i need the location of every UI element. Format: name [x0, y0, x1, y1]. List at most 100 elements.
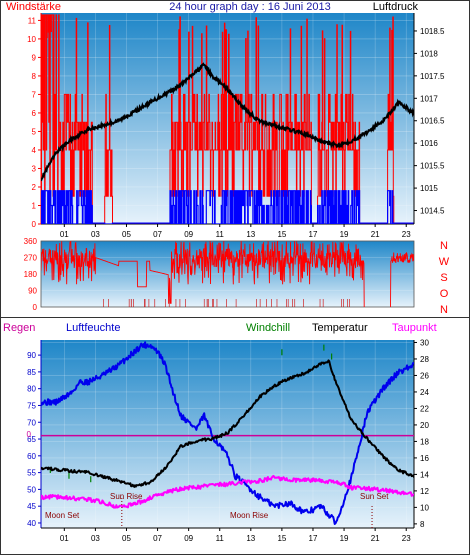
sun-set-label: Sun Set	[360, 492, 389, 501]
temp-humidity-series	[41, 341, 414, 525]
tick-label-temperature: 24	[420, 388, 429, 397]
tick-label-humidity: 80	[27, 385, 36, 394]
x-tick-label-top: 23	[402, 230, 411, 239]
tick-label-wind: 0	[32, 220, 37, 229]
pressure-line	[41, 62, 414, 182]
x-tick-label-top: 19	[340, 230, 349, 239]
sun-rise-label: Sun Rise	[110, 492, 143, 501]
temperature-line	[41, 359, 414, 488]
frame-p2	[40, 240, 415, 308]
tick-label-pressure: 1017	[420, 94, 438, 103]
pressure-label: Luftdruck	[373, 1, 419, 13]
tick-label-wind: 3	[32, 164, 37, 173]
x-tick-label-bottom: 11	[216, 534, 225, 543]
humidity-label: Luftfeuchte	[66, 322, 120, 334]
wind-direction-series	[41, 241, 414, 307]
tick-label-temperature: 18	[420, 437, 429, 446]
chart-title: 24 hour graph day : 16 Juni 2013	[169, 1, 330, 13]
tick-label-temperature: 8	[420, 520, 425, 529]
x-tick-label-bottom: 17	[309, 534, 318, 543]
tick-label-pressure: 1018.5	[420, 27, 445, 36]
tick-label-humidity: 75	[27, 401, 36, 410]
dir-label-n-bottom: N	[440, 304, 448, 316]
pressure-series	[41, 62, 414, 182]
x-tick-label-bottom: 03	[91, 534, 100, 543]
tick-label-humidity: 85	[27, 368, 36, 377]
x-tick-label-bottom: 09	[184, 534, 193, 543]
x-tick-label-top: 21	[371, 230, 380, 239]
tick-label-humidity: 50	[27, 485, 36, 494]
tick-label-humidity: 90	[27, 351, 36, 360]
axis-ticks: 012345678910111014.510151015.510161016.5…	[24, 13, 445, 543]
x-tick-label-top: 01	[60, 230, 69, 239]
tick-label-pressure: 1015.5	[420, 162, 445, 171]
tick-label-humidity: 65	[27, 435, 36, 444]
x-tick-label-bottom: 05	[122, 534, 131, 543]
tick-label-wind: 9	[32, 53, 37, 62]
tick-label-wind: 7	[32, 90, 37, 99]
tick-label-direction: 360	[24, 237, 38, 246]
x-tick-label-bottom: 15	[277, 534, 286, 543]
x-tick-label-top: 07	[153, 230, 162, 239]
tick-label-wind: 10	[27, 35, 36, 44]
wind-speed-label: Windstärke	[6, 1, 61, 13]
x-tick-label-bottom: 21	[371, 534, 380, 543]
tick-label-humidity: 55	[27, 469, 36, 478]
x-tick-label-bottom: 13	[246, 534, 255, 543]
dir-label-o: O	[440, 288, 449, 300]
tick-label-temperature: 16	[420, 454, 429, 463]
rain-zero-label: 0	[27, 430, 32, 439]
tick-label-pressure: 1017.5	[420, 72, 445, 81]
tick-label-humidity: 40	[27, 519, 36, 528]
tick-label-pressure: 1016.5	[420, 117, 445, 126]
humidity-line	[41, 341, 414, 525]
tick-label-pressure: 1016	[420, 139, 438, 148]
dewpoint-label: Taupunkt	[392, 322, 437, 334]
tick-label-temperature: 30	[420, 338, 429, 347]
moon-set-label: Moon Set	[45, 511, 80, 520]
dewpoint-line	[41, 474, 414, 509]
x-tick-label-bottom: 07	[153, 534, 162, 543]
wind-low-line	[41, 190, 414, 224]
tick-label-wind: 5	[32, 127, 37, 136]
x-tick-label-top: 09	[184, 230, 193, 239]
x-tick-label-top: 17	[309, 230, 318, 239]
tick-label-direction: 90	[28, 287, 37, 296]
tick-label-wind: 4	[32, 146, 37, 155]
tick-label-pressure: 1014.5	[420, 207, 445, 216]
wind-low-series	[41, 190, 414, 224]
tick-label-direction: 180	[24, 270, 38, 279]
x-tick-label-top: 03	[91, 230, 100, 239]
tick-label-wind: 11	[28, 16, 37, 25]
x-tick-label-top: 13	[246, 230, 255, 239]
tick-label-temperature: 22	[420, 404, 429, 413]
temperature-label: Temperatur	[312, 322, 368, 334]
wind-direction-line	[41, 241, 414, 307]
tick-label-wind: 2	[32, 183, 37, 192]
tick-label-temperature: 28	[420, 355, 429, 364]
windchill-label: Windchill	[246, 322, 290, 334]
tick-label-humidity: 70	[27, 418, 36, 427]
tick-label-direction: 270	[24, 254, 38, 263]
x-tick-label-bottom: 23	[402, 534, 411, 543]
tick-label-humidity: 45	[27, 502, 36, 511]
x-tick-label-bottom: 01	[60, 534, 69, 543]
tick-label-wind: 8	[32, 72, 37, 81]
rain-label: Regen	[3, 322, 35, 334]
tick-label-pressure: 1018	[420, 49, 438, 58]
x-tick-label-bottom: 19	[340, 534, 349, 543]
tick-label-temperature: 14	[420, 470, 429, 479]
moon-rise-label: Moon Rise	[230, 511, 269, 520]
tick-label-direction: 0	[33, 303, 38, 312]
x-tick-label-top: 15	[277, 230, 286, 239]
tick-label-wind: 1	[32, 201, 37, 210]
tick-label-temperature: 10	[420, 503, 429, 512]
tick-label-wind: 6	[32, 109, 37, 118]
x-tick-label-top: 05	[122, 230, 131, 239]
tick-label-temperature: 12	[420, 487, 429, 496]
tick-label-pressure: 1015	[420, 184, 438, 193]
x-tick-label-top: 11	[216, 230, 225, 239]
astro-annotations	[121, 498, 373, 528]
